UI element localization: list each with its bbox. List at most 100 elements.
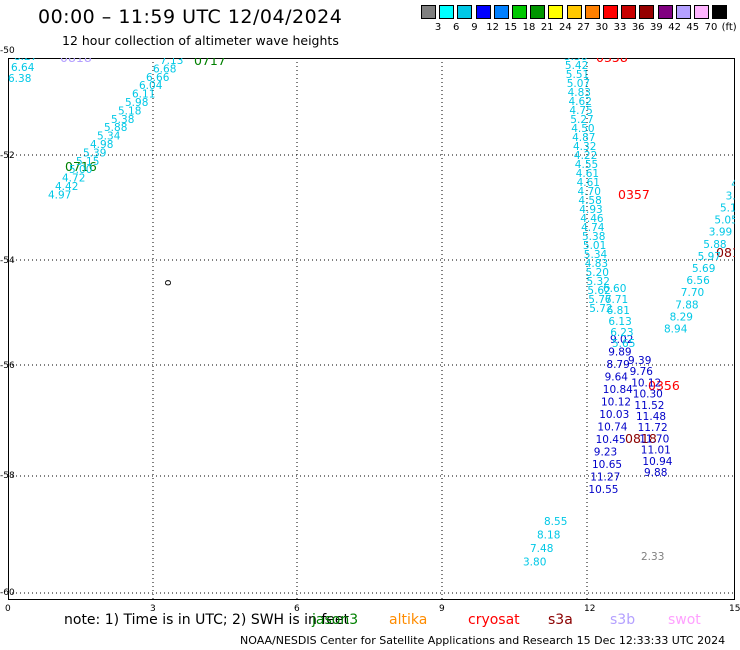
legend-label: 21: [540, 22, 554, 33]
satellite-jason3: jason3: [312, 612, 359, 628]
wave-height-value: 5.39: [83, 147, 106, 159]
wave-height-value: 5.51: [566, 69, 589, 81]
legend-label: 30: [595, 22, 609, 33]
wave-height-value: 8.29: [670, 311, 693, 323]
wave-height-value: 5.88: [104, 122, 127, 134]
wave-height-value: 11.72: [638, 422, 668, 434]
wave-height-value: 10.84: [603, 384, 633, 396]
legend-swatch: [530, 5, 546, 19]
wave-height-value: 11.48: [636, 411, 666, 423]
wave-height-value: 4.61: [577, 177, 600, 189]
lat-tick-label: -52: [0, 151, 15, 161]
satellite-altika: altika: [389, 612, 428, 628]
wave-height-value: 4.70: [578, 186, 601, 198]
map-subtitle: 12 hour collection of altimeter wave hei…: [62, 33, 339, 48]
wave-height-value: 5.00: [69, 164, 92, 176]
wave-height-value: 5.32: [587, 276, 610, 288]
legend-label: 9: [471, 22, 478, 33]
lat-tick-label: -50: [0, 46, 15, 56]
wave-height-value: 4.47: [731, 178, 735, 190]
wave-height-value: 10.30: [633, 389, 663, 401]
legend-swatch: [421, 5, 436, 19]
lat-tick-label: -54: [0, 256, 15, 266]
wave-height-value: 7.13: [160, 58, 183, 67]
wave-height-value: 5.72: [589, 303, 612, 315]
wave-height-map[interactable]: o 0716 0717 0818 0358 0357 0356 0818 081 8.276.64…: [8, 58, 735, 600]
satellite-s3b: s3b: [610, 612, 636, 628]
wave-height-value: 4.62: [569, 96, 592, 108]
wave-height-value: 6.13: [608, 316, 631, 328]
legend-swatch: [603, 5, 618, 19]
wave-height-value: 9.88: [644, 467, 667, 479]
wave-height-value: 8.79: [606, 359, 629, 371]
wave-height-value: 4.72: [62, 173, 85, 185]
wave-height-value: 11.27: [590, 472, 620, 484]
map-title: 00:00 – 11:59 UTC 12/04/2024: [38, 6, 343, 28]
wave-height-value: 5.34: [584, 249, 608, 261]
legend-swatch: [621, 5, 637, 19]
wave-height-value: 4.97: [48, 189, 71, 201]
wave-height-value: 5.05: [714, 215, 735, 227]
wave-height-value: 7.70: [681, 287, 704, 299]
map-canvas: o 0716 0717 0818 0358 0357 0356 0818 081 8.276.64…: [8, 58, 735, 600]
wave-height-value: 5.42: [565, 60, 588, 72]
wave-height-value: 6.56: [686, 275, 710, 287]
lat-tick-label: -60: [0, 588, 15, 598]
legend-label: 36: [631, 22, 645, 33]
legend-label: 18: [522, 22, 536, 33]
legend-swatch: [439, 5, 455, 19]
wave-height-value: 6.64: [11, 62, 35, 74]
pass-time-label: 0818: [60, 58, 92, 65]
satellite-cryosat: cryosat: [468, 612, 520, 628]
wave-height-value: 5.38: [111, 114, 134, 126]
wave-height-value: 9.76: [630, 366, 654, 378]
wave-height-value: 4.61: [576, 168, 599, 180]
wave-height-value: 4.98: [90, 139, 113, 151]
legend-swatch: [712, 5, 728, 19]
time-tick-label: 0: [5, 604, 11, 614]
wave-height-value: 9.64: [605, 372, 629, 384]
time-tick-label: 9: [439, 604, 445, 614]
wave-height-value: 4.22: [574, 150, 597, 162]
wave-height-value: 9.39: [628, 355, 651, 367]
wave-height-value: 5.27: [570, 114, 593, 126]
legend-label: 33: [613, 22, 627, 33]
legend-swatch: [675, 5, 691, 19]
wave-height-value: 4.93: [579, 204, 602, 216]
wave-height-value: 5.88: [703, 239, 726, 251]
satellite-s3a: s3a: [548, 612, 573, 628]
legend-label: (ft): [721, 22, 737, 33]
legend-swatch: [512, 5, 527, 19]
wave-height-value: 7.48: [530, 543, 553, 555]
wave-height-value: 6.04: [139, 80, 163, 92]
wave-height-value: 11.52: [634, 400, 664, 412]
legend-swatch: [457, 5, 473, 19]
legend-label: 12: [486, 22, 499, 33]
wave-height-value: 4.87: [572, 132, 595, 144]
legend-label: 3: [434, 22, 442, 33]
pass-time-label: 0717: [194, 58, 226, 68]
wave-height-value: 5.18: [118, 105, 141, 117]
legend-swatch: [566, 5, 582, 19]
legend-label: 39: [650, 22, 663, 33]
wave-height-value: 10.45: [596, 434, 626, 446]
wave-height-value: 2.33: [641, 551, 664, 563]
wave-height-value: 11.01: [641, 445, 671, 457]
map-frame: [8, 58, 735, 600]
wave-height-value: 6.38: [8, 73, 31, 85]
wave-height-value: 6.60: [603, 283, 626, 295]
wave-height-value: 10.65: [592, 459, 622, 471]
wave-height-value: 4.50: [571, 123, 594, 135]
wave-height-value: 5.38: [582, 231, 605, 243]
wave-height-value: 5.98: [125, 97, 148, 109]
wave-height-value: 4.75: [569, 105, 592, 117]
pass-time-label: 0356: [648, 378, 680, 393]
legend-swatch: [493, 5, 509, 19]
wave-height-value: 5.01: [583, 240, 606, 252]
wave-height-value: 5.34: [97, 131, 121, 143]
wave-height-value: 9.02: [610, 334, 633, 346]
wave-height-value: 5.62: [587, 285, 610, 297]
wave-height-value: 4.83: [585, 258, 608, 270]
pass-time-label: 0358: [596, 58, 628, 65]
legend-swatch: [584, 5, 600, 19]
